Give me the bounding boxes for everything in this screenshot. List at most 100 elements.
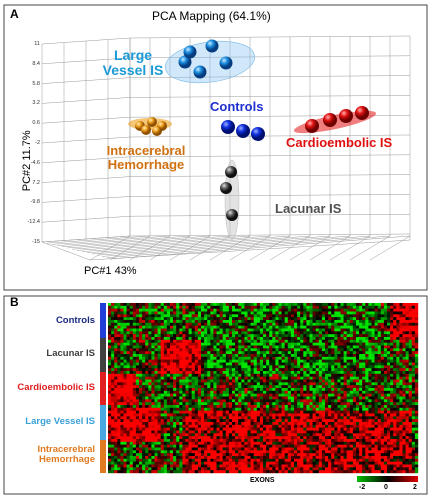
heat-cell [278,362,282,366]
heat-cell [294,407,298,411]
heat-cell [266,325,270,329]
heat-cell [213,419,217,423]
heat-cell [139,396,143,400]
heat-cell [269,382,273,386]
heat-cell [312,311,316,315]
heat-cell [225,331,230,335]
heat-cell [387,371,391,375]
heat-cell [176,436,180,440]
heat-cell [120,334,124,338]
heat-cell [346,410,350,414]
heat-cell [135,320,140,324]
heat-cell [318,388,323,392]
heat-cell [132,308,137,312]
heat-cell [331,413,335,417]
heat-cell [148,427,152,431]
heat-cell [278,334,282,338]
heat-cell [266,348,270,352]
heat-cell [294,373,298,377]
heat-cell [225,433,230,437]
heat-cell [393,339,397,343]
heat-cell [303,303,307,307]
heat-cell [238,390,242,394]
heat-cell [362,436,366,440]
heat-cell [222,385,226,389]
heat-cell [380,385,385,389]
heat-cell [157,385,161,389]
heat-cell [244,379,248,383]
heat-cell [210,430,214,434]
heat-cell [346,331,350,335]
heat-cell [387,427,391,431]
heat-cell [148,373,152,377]
heat-cell [390,399,394,403]
heat-cell [346,373,350,377]
heat-cell [185,311,189,315]
heat-cell [402,351,406,355]
heat-cell [340,382,344,386]
heat-cell [278,419,282,423]
heat-cell [232,314,236,318]
heat-cell [374,424,378,428]
heat-cell [334,359,338,363]
heat-cell [269,373,273,377]
heat-cell [393,325,397,329]
heat-cell [139,385,143,389]
heat-cell [343,354,347,358]
heat-cell [142,314,146,318]
heat-cell [312,368,316,372]
heat-cell [411,356,416,360]
heat-cell [188,413,192,417]
heat-cell [294,311,298,315]
heat-cell [259,390,264,394]
heat-cell [272,331,276,335]
heat-cell [377,439,381,443]
heat-cell [148,331,152,335]
heat-cell [197,365,202,369]
heat-cell [108,325,112,329]
heat-cell [281,325,285,329]
heat-cell [250,339,254,343]
heat-cell [194,385,199,389]
heat-cell [359,342,363,346]
heat-cell [346,371,350,375]
heat-cell [160,399,164,403]
heat-cell [306,419,310,423]
heat-cell [238,331,242,335]
heat-cell [148,424,152,428]
heat-cell [380,314,385,318]
heat-cell [340,436,344,440]
axis-line [309,235,351,261]
heat-cell [321,345,326,349]
heat-cell [303,368,307,372]
heat-cell [194,390,199,394]
heat-cell [160,396,164,400]
heat-cell [259,430,264,434]
heat-cell [166,331,171,335]
heat-cell [306,356,310,360]
heat-cell [411,379,416,383]
heat-cell [197,424,202,428]
heat-cell [340,385,344,389]
heat-cell [405,407,409,411]
heat-cell [201,390,205,394]
heat-cell [356,407,360,411]
heat-cell [380,399,385,403]
heat-cell [120,441,124,445]
heat-cell [365,427,369,431]
heat-cell [281,314,285,318]
heat-cell [411,390,416,394]
heat-cell [219,308,223,312]
heat-cell [337,325,341,329]
heat-cell [163,388,168,392]
heat-cell [213,334,217,338]
heat-cell [408,308,412,312]
heat-cell [194,436,199,440]
heat-cell [108,390,112,394]
heat-cell [399,407,403,411]
heat-cell [393,328,397,332]
heat-cell [213,305,217,309]
heat-cell [297,348,301,352]
heat-cell [287,359,292,363]
heat-cell [306,362,310,366]
